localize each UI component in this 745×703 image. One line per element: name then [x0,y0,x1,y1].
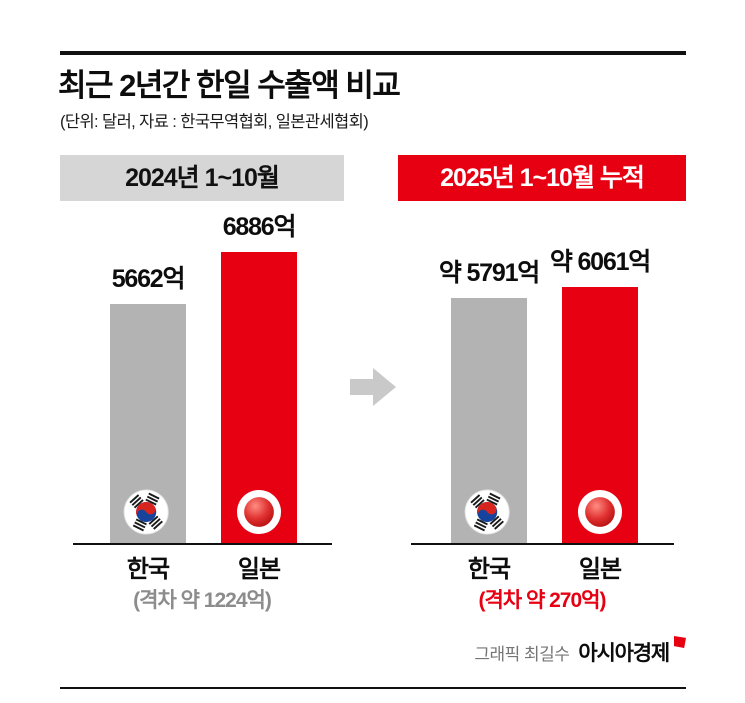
japan-category-label: 일본 [237,556,281,583]
brand-logo-icon [674,636,686,648]
korea-flag-icon [120,486,172,538]
bottom-rule [60,687,686,689]
period-band-2025: 2025년 1~10월 누적 [398,155,686,201]
brand-logo-text: 아시아경제 [578,642,670,665]
panel-2025: 2025년 1~10월 누적 약 5791억 [398,155,686,620]
axis-baseline-2024 [73,543,332,545]
credits: 그래픽 최길수 아시아경제 [474,636,686,667]
gap-label-2024: (격차 약 1224억) [133,589,272,612]
gap-label-2025: (격차 약 270억) [478,589,607,612]
japan-flag-icon [236,489,282,535]
subtitle-source: (단위: 달러, 자료 : 한국무역협회, 일본관세협회) [60,113,369,131]
korea-value-label-2024: 5662억 [111,265,186,293]
korea-flag-icon [461,486,513,538]
axis-baseline-2025 [411,543,674,545]
page-title: 최근 2년간 한일 수출액 비교 [58,68,401,103]
japan-bar-2025: 약 6061억 [550,248,651,543]
bar-area-2024: 5662억 [60,201,344,545]
japan-category-label: 일본 [578,556,622,583]
japan-flag-icon [577,489,623,535]
japan-bar-2024: 6886억 [221,213,297,543]
period-band-2024: 2024년 1~10월 [60,155,344,201]
korea-bar-2025: 약 5791억 [439,259,540,543]
japan-value-label-2025: 약 6061억 [549,248,651,276]
japan-value-label-2024: 6886억 [222,213,297,241]
korea-category-label: 한국 [467,556,511,583]
korea-bar-2024: 5662억 [110,265,186,543]
korea-value-label-2025: 약 5791억 [438,259,540,287]
korea-category-label: 한국 [126,556,170,583]
graphic-credit: 그래픽 최길수 [474,644,570,664]
top-rule [60,51,686,55]
panel-2024: 2024년 1~10월 5662억 [60,155,344,620]
bar-area-2025: 약 5791억 [398,201,686,545]
transition-arrow-icon [350,366,396,408]
